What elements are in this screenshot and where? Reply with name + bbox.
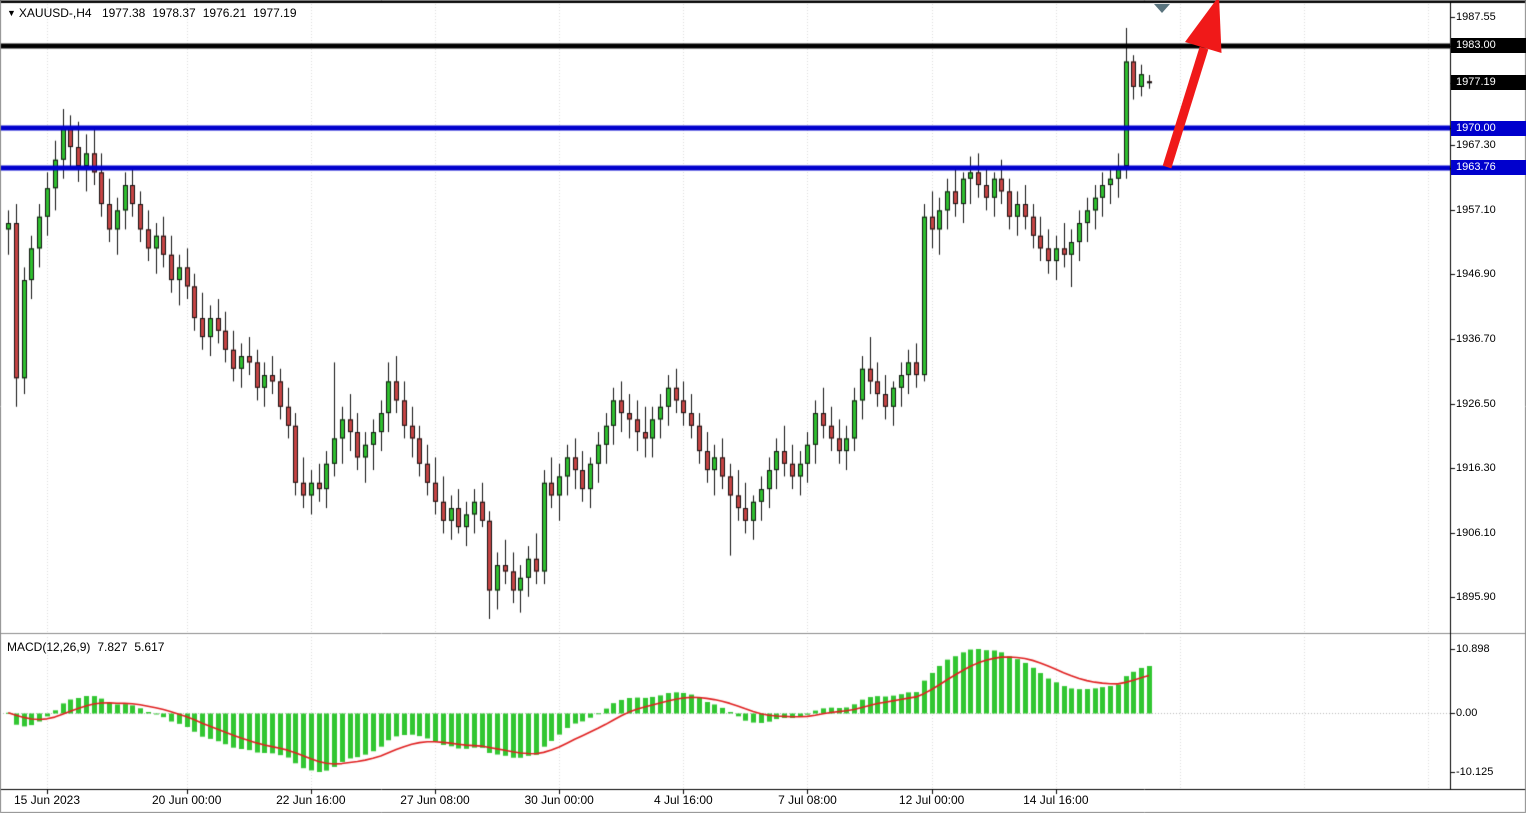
ohlc-low: 1976.21 <box>202 6 247 20</box>
trend-arrow-shaft <box>1162 46 1209 169</box>
ohlc-close: 1977.19 <box>253 6 297 20</box>
ohlc-open: 1977.38 <box>101 6 146 20</box>
chart-title: ▼ XAUUSD-,H4 1977.38 1978.37 1976.21 1977.19 <box>7 6 297 20</box>
macd-main-value: 7.827 <box>97 640 128 654</box>
trend-arrow-annotation[interactable] <box>1130 0 1240 190</box>
chart-shift-marker[interactable] <box>1154 4 1170 13</box>
symbol-period: XAUUSD-,H4 <box>18 6 92 20</box>
time-scale[interactable] <box>0 790 1450 813</box>
macd-signal-value: 5.617 <box>134 640 165 654</box>
price-scale[interactable] <box>1451 3 1526 789</box>
symbol-marker-icon: ▼ <box>7 8 16 18</box>
macd-name: MACD(12,26,9) <box>7 640 91 654</box>
macd-indicator-label: MACD(12,26,9) 7.827 5.617 <box>7 640 164 654</box>
trend-arrow-head <box>1185 0 1222 53</box>
ohlc-high: 1978.37 <box>152 6 196 20</box>
